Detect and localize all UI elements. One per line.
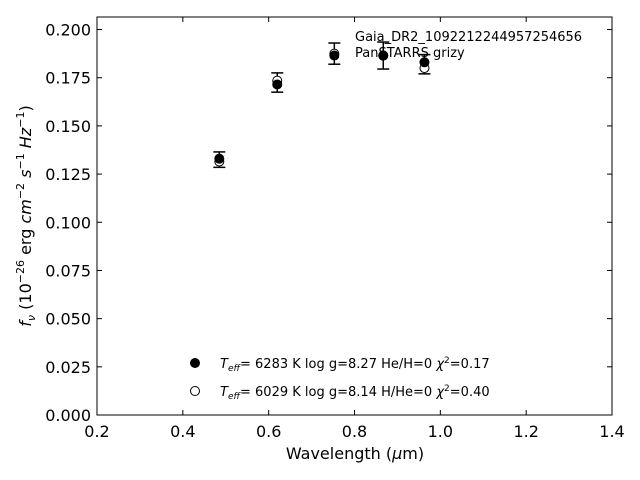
y-tick-label: 0.200	[45, 21, 91, 40]
y-axis-label: fν (10−26 erg cm−2 s−1 Hz−1)	[14, 105, 38, 326]
point-model-he-h	[419, 57, 430, 68]
y-tick-label: 0.175	[45, 69, 91, 88]
x-axis-label: Wavelength (μm)	[286, 444, 424, 463]
x-tick-label: 0.8	[342, 422, 367, 441]
point-model-he-h	[272, 79, 283, 90]
y-tick-label: 0.050	[45, 310, 91, 329]
axis-tick-labels: 0.2 0.4 0.6 0.8 1.0 1.2 1.4 0.000 0.025 0.050 0.07…	[45, 21, 625, 441]
y-tick-label: 0.150	[45, 117, 91, 136]
y-tick-label: 0.125	[45, 165, 91, 184]
y-tick-label: 0.025	[45, 358, 91, 377]
y-tick-label: 0.075	[45, 261, 91, 280]
legend: Teff= 6283 K log g=8.27 He/H=0 χ2=0.17 T…	[190, 356, 490, 402]
point-model-he-h	[329, 50, 340, 61]
legend-marker-filled-circle	[190, 358, 200, 368]
x-tick-label: 0.2	[84, 422, 109, 441]
x-tick-label: 0.4	[170, 422, 195, 441]
legend-entry-2: Teff= 6029 K log g=8.14 H/He=0 χ2=0.40	[220, 384, 490, 402]
point-model-he-h	[214, 153, 225, 164]
point-model-he-h	[378, 50, 389, 61]
x-tick-label: 1.2	[513, 422, 538, 441]
axis-ticks	[96, 17, 613, 416]
y-tick-label: 0.000	[45, 406, 91, 425]
legend-marker-open-circle	[190, 386, 200, 396]
x-tick-label: 1.0	[428, 422, 453, 441]
data-points	[214, 48, 430, 167]
x-tick-label: 1.4	[599, 422, 624, 441]
x-tick-label: 0.6	[256, 422, 281, 441]
svg-text:fν (10−26 erg cm−2 s−1 Hz−1): fν (10−26 erg cm−2 s−1 Hz−1)	[14, 105, 38, 326]
y-tick-label: 0.100	[45, 213, 91, 232]
annotation-survey: PanSTARRS grizy	[355, 46, 465, 61]
annotation-object-name: Gaia_DR2_1092212244957254656	[355, 30, 582, 45]
legend-entry-1: Teff= 6283 K log g=8.27 He/H=0 χ2=0.17	[220, 356, 490, 374]
